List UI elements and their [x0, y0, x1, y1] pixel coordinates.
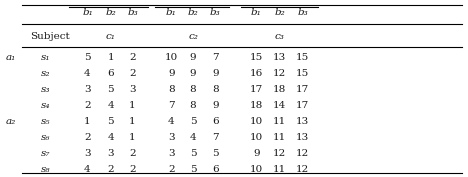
Text: 15: 15: [250, 53, 263, 62]
Text: 2: 2: [129, 53, 136, 62]
Text: 1: 1: [129, 117, 136, 126]
Text: 13: 13: [273, 53, 286, 62]
Text: a₂: a₂: [6, 117, 16, 126]
Text: s₂: s₂: [41, 69, 51, 78]
Text: 3: 3: [107, 149, 114, 158]
Text: 10: 10: [250, 133, 263, 142]
Text: 1: 1: [129, 133, 136, 142]
Text: c₂: c₂: [188, 32, 198, 41]
Text: 6: 6: [107, 69, 114, 78]
Text: 2: 2: [129, 165, 136, 174]
Text: s₁: s₁: [41, 53, 51, 62]
Text: c₁: c₁: [105, 32, 115, 41]
Text: b₁: b₁: [166, 8, 176, 17]
Text: 3: 3: [84, 149, 91, 158]
Text: 4: 4: [190, 133, 197, 142]
Text: 15: 15: [296, 53, 309, 62]
Text: b₃: b₃: [127, 8, 138, 17]
Text: b₁: b₁: [251, 8, 262, 17]
Text: s₄: s₄: [41, 101, 51, 110]
Text: 1: 1: [84, 117, 91, 126]
Text: 2: 2: [84, 101, 91, 110]
Text: 15: 15: [296, 69, 309, 78]
Text: b₂: b₂: [188, 8, 198, 17]
Text: 18: 18: [273, 85, 286, 94]
Text: b₃: b₃: [210, 8, 221, 17]
Text: 12: 12: [273, 149, 286, 158]
Text: 17: 17: [296, 101, 309, 110]
Text: 7: 7: [212, 133, 219, 142]
Text: 11: 11: [273, 165, 286, 174]
Text: 12: 12: [273, 69, 286, 78]
Text: 5: 5: [190, 165, 197, 174]
Text: 4: 4: [168, 117, 175, 126]
Text: 5: 5: [190, 149, 197, 158]
Text: s₅: s₅: [41, 117, 51, 126]
Text: 9: 9: [168, 69, 175, 78]
Text: 1: 1: [129, 101, 136, 110]
Text: a₁: a₁: [6, 53, 16, 62]
Text: 2: 2: [168, 165, 175, 174]
Text: 5: 5: [190, 117, 197, 126]
Text: 5: 5: [84, 53, 91, 62]
Text: Subject: Subject: [30, 32, 70, 41]
Text: 1: 1: [107, 53, 114, 62]
Text: 6: 6: [212, 117, 219, 126]
Text: 6: 6: [212, 165, 219, 174]
Text: s₇: s₇: [41, 149, 51, 158]
Text: 17: 17: [296, 85, 309, 94]
Text: 2: 2: [84, 133, 91, 142]
Text: 11: 11: [273, 117, 286, 126]
Text: 9: 9: [190, 53, 197, 62]
Text: 13: 13: [296, 133, 309, 142]
Text: 5: 5: [212, 149, 219, 158]
Text: 10: 10: [250, 117, 263, 126]
Text: 8: 8: [212, 85, 219, 94]
Text: 12: 12: [296, 149, 309, 158]
Text: 9: 9: [190, 69, 197, 78]
Text: 8: 8: [190, 101, 197, 110]
Text: 8: 8: [190, 85, 197, 94]
Text: 8: 8: [168, 85, 175, 94]
Text: 18: 18: [250, 101, 263, 110]
Text: b₁: b₁: [82, 8, 93, 17]
Text: 12: 12: [296, 165, 309, 174]
Text: 3: 3: [168, 133, 175, 142]
Text: 5: 5: [107, 85, 114, 94]
Text: 4: 4: [107, 133, 114, 142]
Text: 10: 10: [250, 165, 263, 174]
Text: s₆: s₆: [41, 133, 51, 142]
Text: 2: 2: [129, 69, 136, 78]
Text: b₂: b₂: [105, 8, 116, 17]
Text: 9: 9: [212, 101, 219, 110]
Text: 4: 4: [84, 69, 91, 78]
Text: 5: 5: [107, 117, 114, 126]
Text: 7: 7: [212, 53, 219, 62]
Text: 4: 4: [107, 101, 114, 110]
Text: 14: 14: [273, 101, 286, 110]
Text: b₂: b₂: [274, 8, 285, 17]
Text: c₃: c₃: [275, 32, 285, 41]
Text: 10: 10: [165, 53, 178, 62]
Text: 3: 3: [129, 85, 136, 94]
Text: 2: 2: [107, 165, 114, 174]
Text: 4: 4: [84, 165, 91, 174]
Text: 9: 9: [212, 69, 219, 78]
Text: 9: 9: [253, 149, 260, 158]
Text: 3: 3: [168, 149, 175, 158]
Text: 3: 3: [84, 85, 91, 94]
Text: 16: 16: [250, 69, 263, 78]
Text: s₃: s₃: [41, 85, 51, 94]
Text: 2: 2: [129, 149, 136, 158]
Text: b₃: b₃: [298, 8, 308, 17]
Text: 13: 13: [296, 117, 309, 126]
Text: 7: 7: [168, 101, 175, 110]
Text: 17: 17: [250, 85, 263, 94]
Text: s₈: s₈: [41, 165, 51, 174]
Text: 11: 11: [273, 133, 286, 142]
